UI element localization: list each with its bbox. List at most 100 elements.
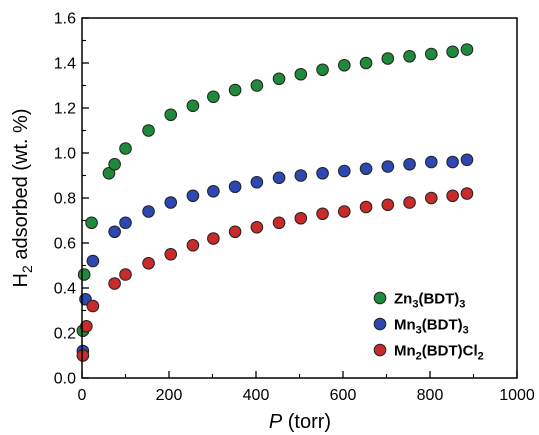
y-tick-label: 0.8 bbox=[54, 191, 76, 208]
x-tick-label: 600 bbox=[330, 387, 357, 404]
data-point bbox=[460, 43, 474, 56]
y-tick-label: 0.2 bbox=[54, 326, 76, 343]
series-1 bbox=[76, 43, 474, 338]
x-axis-label-variable: P bbox=[269, 411, 283, 433]
data-point bbox=[403, 49, 416, 63]
data-point bbox=[80, 319, 93, 333]
x-axis-label: P (torr) bbox=[269, 411, 331, 433]
data-point bbox=[381, 198, 395, 212]
y-axis-label-prefix: H bbox=[10, 273, 32, 287]
x-tick-label: 0 bbox=[78, 387, 87, 404]
legend-label: Mn2(BDT)Cl2 bbox=[394, 343, 484, 363]
data-point bbox=[85, 216, 98, 230]
data-point bbox=[142, 256, 155, 270]
data-point bbox=[86, 254, 100, 268]
data-point bbox=[359, 200, 373, 214]
data-point bbox=[164, 247, 178, 261]
data-point bbox=[77, 268, 91, 281]
data-point bbox=[316, 166, 329, 180]
data-point bbox=[119, 216, 132, 230]
data-point bbox=[338, 205, 351, 218]
data-point bbox=[186, 238, 200, 252]
y-tick-label: 1.0 bbox=[54, 146, 76, 163]
y-tick-label: 0.6 bbox=[54, 236, 76, 253]
data-point bbox=[207, 90, 220, 104]
data-point bbox=[381, 52, 395, 65]
data-point bbox=[108, 157, 121, 171]
data-point bbox=[86, 299, 100, 313]
y-tick-label: 1.2 bbox=[54, 101, 76, 118]
x-tick-label: 800 bbox=[417, 387, 444, 404]
y-axis-label: H2 adsorbed (wt. %) bbox=[10, 109, 35, 288]
data-point bbox=[381, 160, 395, 173]
data-point bbox=[228, 180, 242, 194]
data-point bbox=[446, 189, 459, 203]
data-point bbox=[186, 99, 200, 113]
data-point bbox=[164, 196, 178, 209]
y-tick-label: 1.6 bbox=[54, 11, 76, 28]
data-point bbox=[403, 157, 416, 171]
data-point bbox=[460, 153, 474, 167]
legend: Zn3(BDT)3 Mn3(BDT)3 Mn2(BDT)Cl2 bbox=[373, 291, 484, 363]
data-point bbox=[250, 175, 264, 189]
data-point bbox=[460, 187, 474, 200]
legend-item: Mn2(BDT)Cl2 bbox=[373, 343, 484, 363]
data-point bbox=[294, 211, 308, 225]
legend-item: Mn3(BDT)3 bbox=[373, 317, 469, 337]
data-point bbox=[359, 162, 373, 176]
legend-label: Zn3(BDT)3 bbox=[394, 291, 465, 311]
data-point bbox=[338, 164, 351, 178]
data-point bbox=[294, 169, 308, 182]
data-point bbox=[102, 166, 116, 180]
data-point bbox=[403, 196, 416, 209]
y-tick-label: 1.4 bbox=[54, 56, 76, 73]
data-point bbox=[425, 155, 438, 169]
legend-label: Mn3(BDT)3 bbox=[394, 317, 469, 337]
y-tick-label: 0.0 bbox=[54, 371, 76, 388]
y-tick-label: 0.4 bbox=[54, 281, 76, 298]
y-axis-label-subscript: 2 bbox=[19, 265, 35, 273]
x-tick-label: 200 bbox=[156, 387, 183, 404]
data-point bbox=[294, 67, 308, 81]
data-point bbox=[316, 63, 329, 77]
data-point bbox=[119, 142, 132, 155]
tick-labels: 0 200 400 600 800 1000 0.0 0.2 0.4 0.6 0.8 1.0 1.2 1.… bbox=[54, 11, 535, 405]
data-point bbox=[207, 232, 220, 245]
x-tick-label: 1000 bbox=[499, 387, 535, 404]
legend-marker bbox=[373, 291, 387, 305]
data-points bbox=[76, 43, 474, 362]
data-point bbox=[108, 225, 121, 239]
data-point bbox=[228, 225, 242, 239]
plot-frame bbox=[81, 17, 518, 379]
legend-marker bbox=[373, 343, 387, 357]
data-point bbox=[228, 83, 242, 97]
data-point bbox=[76, 349, 90, 362]
data-point bbox=[250, 220, 264, 234]
series-3 bbox=[76, 187, 474, 362]
data-point bbox=[119, 268, 132, 281]
data-point bbox=[446, 155, 459, 169]
data-point bbox=[142, 205, 155, 218]
y-axis-label-rest: adsorbed (wt. %) bbox=[10, 109, 32, 266]
data-point bbox=[142, 124, 155, 137]
data-point bbox=[338, 58, 351, 72]
series-2 bbox=[76, 153, 474, 358]
legend-marker bbox=[373, 317, 387, 331]
data-point bbox=[316, 207, 329, 221]
legend-item: Zn3(BDT)3 bbox=[373, 291, 465, 311]
data-point bbox=[425, 191, 438, 205]
x-tick-label: 400 bbox=[243, 387, 270, 404]
data-point bbox=[272, 216, 286, 230]
data-point bbox=[164, 108, 178, 122]
data-point bbox=[359, 56, 373, 70]
data-point bbox=[272, 72, 286, 86]
x-axis-label-unit: (torr) bbox=[282, 411, 331, 433]
data-point bbox=[250, 79, 264, 92]
data-point bbox=[272, 171, 286, 185]
data-point bbox=[108, 277, 121, 290]
data-point bbox=[425, 47, 438, 61]
data-point bbox=[446, 45, 459, 59]
data-point bbox=[207, 184, 220, 198]
data-point bbox=[186, 189, 200, 203]
